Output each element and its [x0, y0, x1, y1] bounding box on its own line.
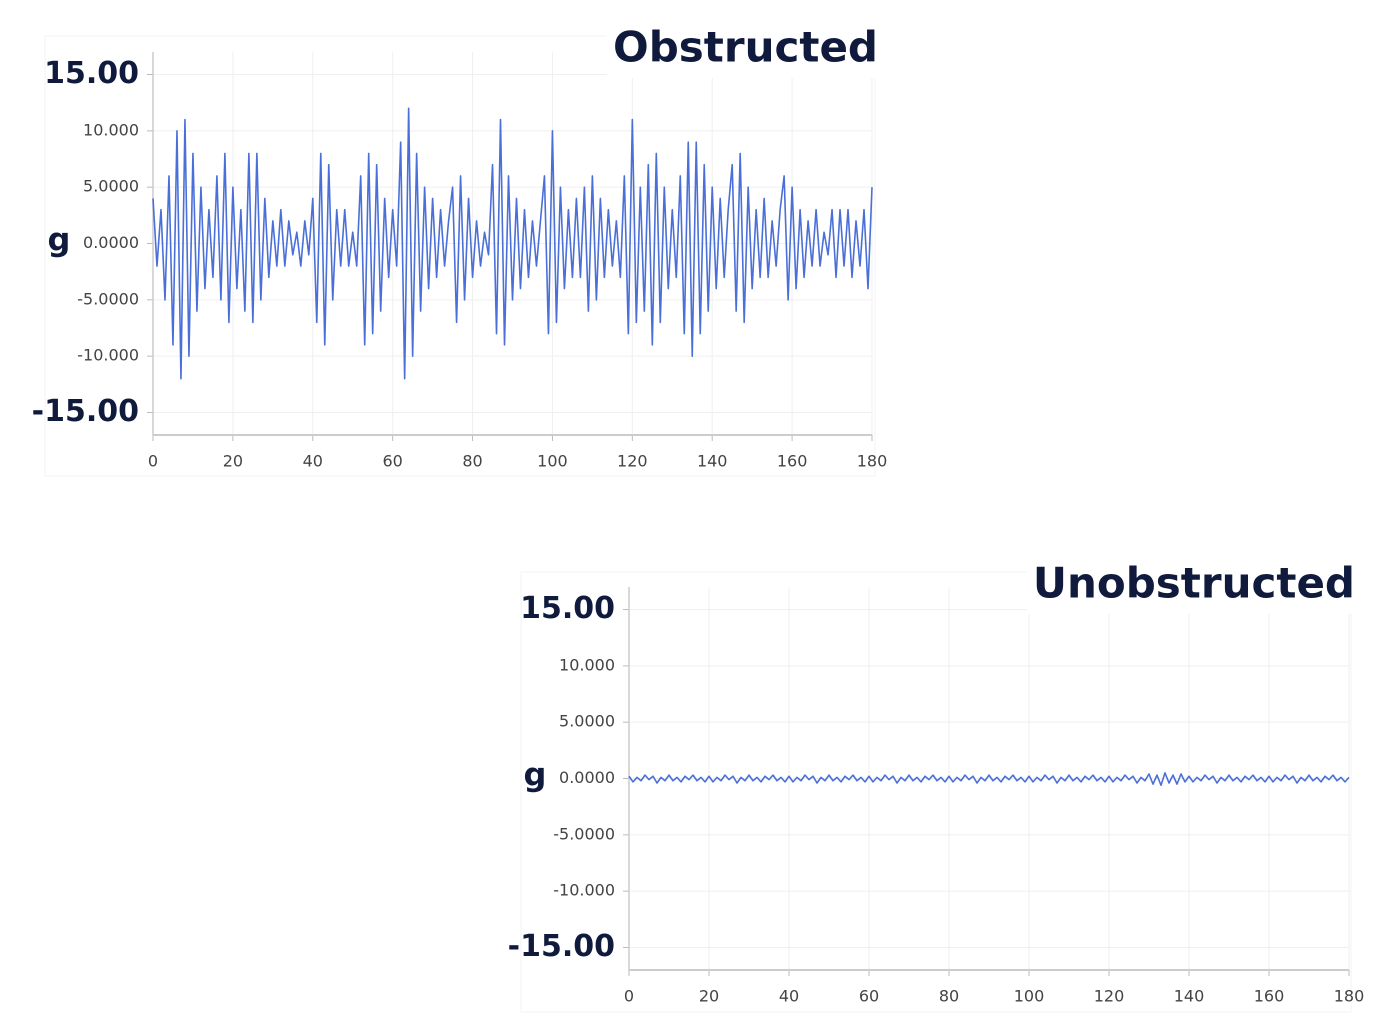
x-tick-label: 160 — [777, 452, 808, 471]
x-tick-label: 160 — [1254, 987, 1285, 1006]
x-tick-label: 140 — [1174, 987, 1205, 1006]
x-tick-label: 40 — [779, 987, 799, 1006]
x-tick-label: 20 — [223, 452, 243, 471]
y-tick-label: 10.000 — [559, 655, 615, 674]
y-tick-label: -15.00 — [508, 929, 615, 964]
chart: 0 20 40 60 80 100 120 140 160 180 -15.00 -10.000 -5.… — [32, 22, 888, 477]
x-tick-label: 180 — [1334, 987, 1365, 1006]
y-tick-label: 15.00 — [44, 56, 139, 91]
chart-title: Obstructed — [613, 23, 878, 72]
title-background — [607, 22, 882, 78]
x-tick-label: 100 — [537, 452, 568, 471]
title-background — [1026, 558, 1359, 614]
y-tick-label: 5.0000 — [559, 712, 615, 731]
y-tick-label: 0.0000 — [559, 768, 615, 787]
chart-panel — [520, 571, 1352, 1013]
chart-title: Unobstructed — [1033, 559, 1355, 608]
y-tick-label: 10.000 — [83, 120, 139, 139]
x-tick-label: 180 — [857, 452, 888, 471]
x-tick-label: 60 — [859, 987, 879, 1006]
y-tick-label: -5.0000 — [553, 824, 615, 843]
signal-line — [152, 107, 873, 380]
y-tick-label: 0.0000 — [83, 233, 139, 252]
signal-line — [628, 772, 1350, 787]
y-tick-label: 5.0000 — [83, 177, 139, 196]
y-tick-label: -10.000 — [77, 346, 139, 365]
y-axis-label: g — [48, 221, 71, 259]
y-tick-label: 15.00 — [520, 591, 615, 626]
x-tick-label: 80 — [462, 452, 482, 471]
y-axis-label: g — [524, 756, 547, 794]
x-tick-label: 60 — [382, 452, 402, 471]
x-tick-label: 20 — [699, 987, 719, 1006]
y-tick-label: -10.000 — [553, 881, 615, 900]
x-tick-label: 40 — [303, 452, 323, 471]
x-tick-label: 140 — [697, 452, 728, 471]
x-tick-label: 0 — [624, 987, 634, 1006]
chart: 0 20 40 60 80 100 120 140 160 180 -15.00 -10.000 -5.… — [508, 558, 1365, 1013]
x-tick-label: 120 — [617, 452, 648, 471]
y-tick-label: -5.0000 — [77, 289, 139, 308]
x-tick-label: 120 — [1094, 987, 1125, 1006]
x-tick-label: 0 — [148, 452, 158, 471]
x-tick-label: 80 — [939, 987, 959, 1006]
x-tick-label: 100 — [1014, 987, 1045, 1006]
y-tick-label: -15.00 — [32, 394, 139, 429]
